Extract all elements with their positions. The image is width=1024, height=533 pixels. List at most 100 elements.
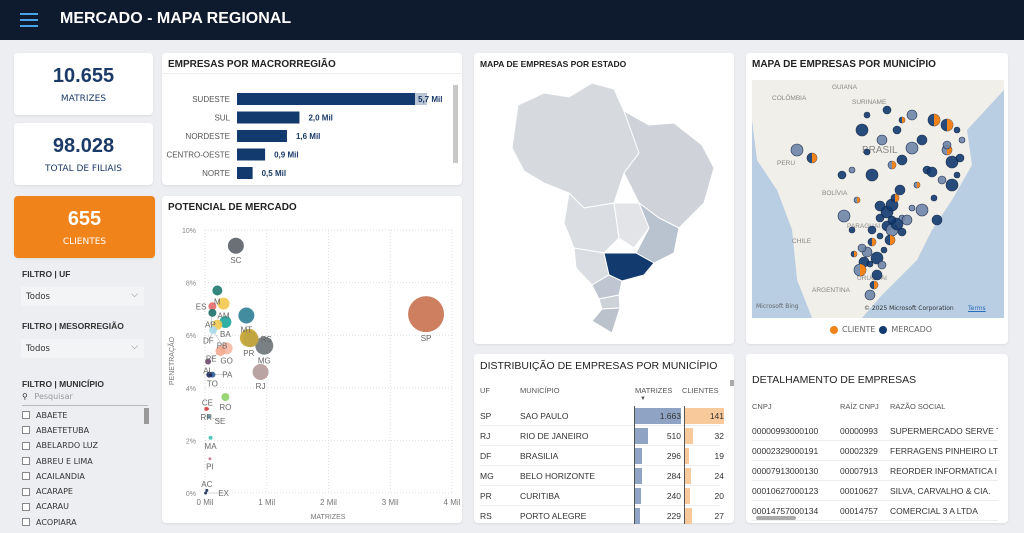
point-rs[interactable]: [242, 331, 259, 348]
point-m[interactable]: [212, 285, 223, 296]
map-bubble[interactable]: [896, 154, 908, 166]
map-bubble[interactable]: [865, 168, 879, 182]
map-bubble[interactable]: [937, 175, 947, 185]
hamburger-icon[interactable]: [20, 13, 38, 31]
point-ma[interactable]: [208, 435, 213, 440]
terms-link[interactable]: Terms: [968, 305, 986, 312]
point-ex[interactable]: [204, 491, 208, 495]
map-bubble[interactable]: [855, 123, 869, 137]
map-bubble[interactable]: [901, 214, 913, 226]
map-bubble[interactable]: [894, 184, 906, 196]
map-bubble[interactable]: [848, 166, 856, 174]
map-bubble[interactable]: [882, 105, 892, 115]
map-bubble[interactable]: [892, 125, 902, 135]
point-es[interactable]: [208, 302, 217, 311]
map-bubble[interactable]: [908, 204, 916, 212]
checkbox[interactable]: [22, 426, 30, 435]
map-bubble[interactable]: [942, 140, 952, 150]
map-bubble[interactable]: [915, 203, 929, 217]
map-bubble[interactable]: [926, 166, 938, 178]
map-bubble[interactable]: [867, 225, 877, 235]
municipio-option[interactable]: ABAETETUBA: [22, 423, 150, 439]
bar-norte[interactable]: [237, 167, 253, 179]
checkbox[interactable]: [22, 502, 30, 511]
map-bubble[interactable]: [848, 226, 856, 234]
column-header-3[interactable]: CLIENTES: [682, 386, 719, 395]
filter-uf-dropdown[interactable]: Todos ⌵: [21, 287, 144, 306]
map-bubble[interactable]: [953, 171, 961, 179]
checkbox[interactable]: [22, 487, 30, 496]
column-header-1[interactable]: RAÍZ CNPJ: [840, 402, 879, 411]
column-header-1[interactable]: MUNICÍPIO: [520, 386, 560, 395]
table-row[interactable]: RJ RIO DE JANEIRO 510 32: [480, 426, 724, 446]
point-ac[interactable]: [205, 488, 209, 492]
point-ro[interactable]: [221, 393, 230, 402]
checkbox[interactable]: [22, 518, 30, 527]
municipio-option[interactable]: ABAETE: [22, 408, 150, 424]
state-go[interactable]: [613, 202, 650, 249]
point-al[interactable]: [205, 358, 212, 365]
map-bubble[interactable]: [953, 126, 961, 134]
map-bubble[interactable]: [866, 260, 874, 268]
table-row[interactable]: 00002329000191 00002329 FERRAGENS PINHEIRO…: [752, 441, 998, 461]
table-row[interactable]: 00010627000123 00010627 SILVA, CARVALHO & …: [752, 481, 998, 501]
point-se[interactable]: [206, 414, 211, 419]
table-row[interactable]: 00007913000130 00007913 REORDER INFORMATIC…: [752, 461, 998, 481]
map-bubble[interactable]: [897, 227, 907, 237]
map-bubble[interactable]: [876, 134, 888, 146]
column-header-2[interactable]: MATRIZES: [635, 386, 673, 395]
map-bubble[interactable]: [931, 214, 943, 226]
scrollbar[interactable]: [730, 380, 734, 386]
state-north[interactable]: [511, 82, 650, 209]
map-bubble[interactable]: [916, 134, 928, 146]
filter-meso-dropdown[interactable]: Todos ⌵: [21, 339, 144, 358]
brazil-state-map[interactable]: [474, 53, 734, 344]
point-sc[interactable]: [227, 237, 244, 254]
municipio-option[interactable]: ABELARDO LUZ: [22, 439, 150, 454]
bar-centro-oeste[interactable]: [237, 148, 266, 161]
state-pr[interactable]: [591, 274, 623, 300]
map-bubble[interactable]: [906, 109, 918, 121]
bar-sudeste[interactable]: [237, 93, 415, 105]
column-header-0[interactable]: CNPJ: [752, 402, 772, 411]
map-bubble[interactable]: [905, 141, 919, 155]
scrollbar[interactable]: [453, 85, 458, 163]
checkbox[interactable]: [22, 457, 30, 466]
map-bubble[interactable]: [958, 136, 966, 144]
map-bubble[interactable]: [790, 143, 804, 157]
municipio-search[interactable]: ⚲ Pesquisar: [22, 392, 148, 406]
map-bubble[interactable]: [837, 170, 847, 180]
municipio-option[interactable]: ABREU E LIMA: [22, 454, 150, 470]
map-bubble[interactable]: [864, 289, 876, 301]
map-bubble[interactable]: [871, 269, 883, 281]
map-bubble[interactable]: [863, 148, 871, 156]
point-ce[interactable]: [205, 407, 209, 411]
map-bubble[interactable]: [880, 246, 888, 254]
point-rj[interactable]: [252, 364, 269, 381]
municipio-option[interactable]: ACARAU: [22, 500, 150, 516]
map-bubble[interactable]: [863, 111, 871, 119]
table-row[interactable]: PR CURITIBA 240 20: [480, 486, 724, 506]
map-bubble[interactable]: [874, 200, 886, 212]
map-bubble[interactable]: [887, 215, 897, 225]
map-bubble[interactable]: [945, 155, 959, 169]
table-row[interactable]: RS PORTO ALEGRE 229 27: [480, 506, 724, 526]
horizontal-scrollbar[interactable]: [756, 516, 796, 520]
point-pb[interactable]: [209, 325, 218, 334]
table-row[interactable]: DF BRASILIA 296 19: [480, 446, 724, 466]
map-bubble[interactable]: [876, 232, 884, 240]
map-bubble[interactable]: [875, 213, 885, 223]
municipio-bubble-map[interactable]: COLÔMBIA GUIANA SURINAME BRASIL PERU BOLÍVIA P…: [752, 80, 1004, 318]
checkbox[interactable]: [22, 472, 30, 481]
map-bubble[interactable]: [945, 178, 959, 192]
sort-desc-icon[interactable]: ▼: [640, 396, 646, 402]
checkbox[interactable]: [22, 411, 30, 420]
table-row[interactable]: MG BELO HORIZONTE 284 24: [480, 466, 724, 486]
column-header-2[interactable]: RAZÃO SOCIAL: [890, 402, 946, 411]
table-row[interactable]: SP SAO PAULO 1.663 141: [480, 406, 724, 426]
municipio-option[interactable]: ACAILANDIA: [22, 469, 150, 485]
map-bubble[interactable]: [955, 153, 965, 163]
point-pa[interactable]: [206, 371, 213, 378]
map-bubble[interactable]: [837, 209, 851, 223]
table-row[interactable]: 00014757000134 00014757 COMERCIAL 3 A LTDA: [752, 501, 998, 521]
